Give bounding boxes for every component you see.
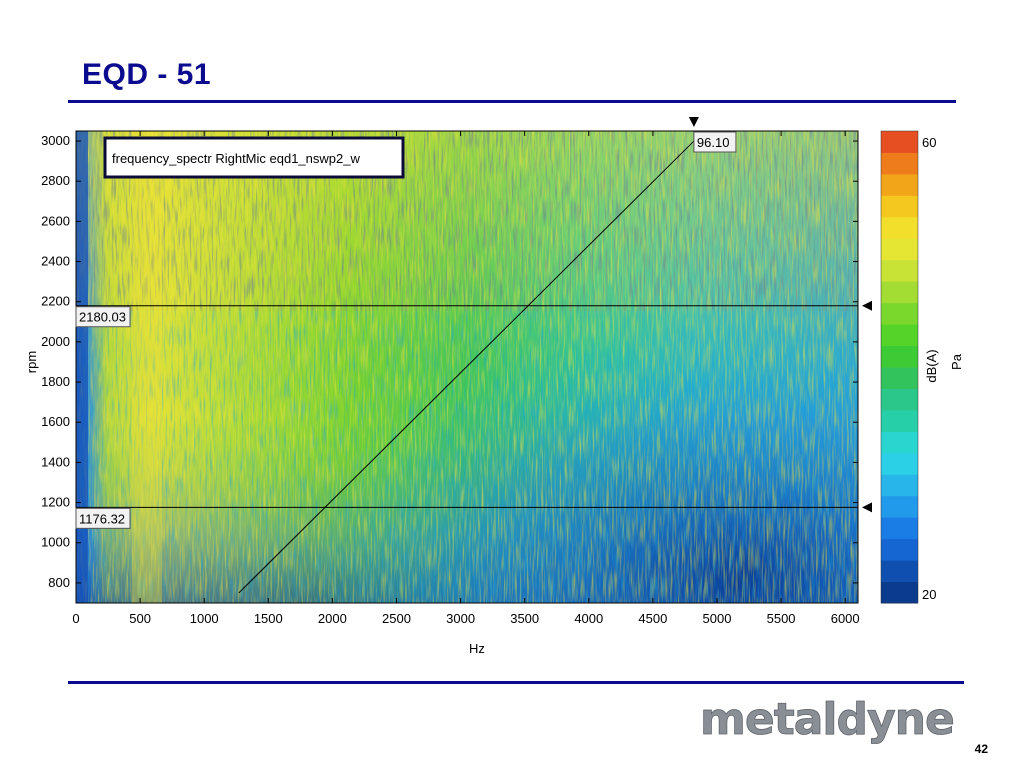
y-tick-label: 1600	[41, 414, 70, 429]
x-tick-label: 6000	[831, 611, 860, 626]
x-tick-label: 3500	[510, 611, 539, 626]
colorbar-segment	[881, 474, 918, 497]
colorbar-segment	[881, 431, 918, 454]
y-tick-label: 2000	[41, 334, 70, 349]
x-tick-label: 2500	[382, 611, 411, 626]
slide-title: EQD - 51	[82, 58, 212, 91]
horizontal-cursors: 2180.03 1176.32	[75, 300, 872, 529]
y-tick-label: 1000	[41, 535, 70, 550]
cursor-value-box	[75, 507, 131, 529]
colorbar-segment	[881, 452, 918, 475]
title-underline	[68, 100, 956, 103]
colorbar-unit-label-2: Pa	[949, 353, 964, 370]
marker-value-box	[693, 131, 737, 153]
colorbar-segment	[881, 238, 918, 261]
legend-box: frequency_spectr RightMic eqd1_nswp2_w	[103, 136, 405, 179]
colorbar	[880, 130, 919, 604]
colorbar-segment	[881, 302, 918, 325]
colorbar-frame	[880, 130, 919, 604]
colorbar-unit-label: dB(A)	[924, 349, 939, 382]
plot-frame	[75, 130, 859, 604]
x-tick-label: 3000	[446, 611, 475, 626]
cursor-value-box	[75, 306, 131, 328]
colorbar-segment	[881, 560, 918, 583]
vertical-cursor-marker[interactable]: 96.10	[688, 117, 737, 153]
colorbar-min-label: 20	[922, 587, 936, 602]
cursor-value-label: 1176.32	[79, 511, 125, 526]
marker-value-label: 96.10	[697, 135, 730, 150]
x-tick-label: 4500	[638, 611, 667, 626]
colorbar-segment	[881, 216, 918, 239]
y-tick-label: 1800	[41, 374, 70, 389]
x-tick-label: 1000	[190, 611, 219, 626]
colorbar-segment	[881, 173, 918, 196]
y-tick-label: 2200	[41, 294, 70, 309]
y-axis-label: rpm	[24, 351, 39, 373]
colorbar-segment	[881, 324, 918, 347]
x-axis: 0 500 1000 1500 2000 2500 3000 3500 4000 4500 5000…	[72, 131, 860, 626]
marker-arrow[interactable]	[688, 117, 699, 127]
x-axis-label: Hz	[469, 641, 485, 656]
cursor-handle-arrow[interactable]	[862, 502, 872, 513]
x-tick-label: 500	[129, 611, 151, 626]
y-tick-label: 3000	[41, 133, 70, 148]
colorbar-segment	[881, 495, 918, 518]
colorbar-segment	[881, 195, 918, 218]
cursor-value-label: 2180.03	[79, 310, 126, 325]
metaldyne-logo: metaldyne	[700, 694, 956, 745]
x-tick-label: 0	[72, 611, 79, 626]
colorbar-segment	[881, 152, 918, 175]
colorbar-segment	[881, 281, 918, 304]
colorbar-segment	[881, 517, 918, 540]
cursor-handle-arrow[interactable]	[862, 300, 872, 311]
colorbar-segment	[881, 131, 918, 153]
colorbar-segment	[881, 388, 918, 411]
order-cursor-line[interactable]	[238, 140, 695, 594]
colorbar-segment	[881, 581, 918, 604]
x-tick-label: 2000	[318, 611, 347, 626]
x-tick-label: 4000	[574, 611, 603, 626]
colorbar-segment	[881, 345, 918, 368]
y-tick-label: 1200	[41, 495, 70, 510]
footer-rule	[68, 681, 964, 684]
x-tick-label: 1500	[254, 611, 283, 626]
y-tick-label: 800	[48, 575, 70, 590]
colorbar-max-label: 60	[922, 135, 936, 150]
y-tick-label: 2600	[41, 213, 70, 228]
page-number: 42	[974, 742, 988, 756]
colorbar-segment	[881, 367, 918, 389]
colorbar-segment	[881, 538, 918, 561]
y-axis: 800 1000 1200 1400 1600 1800 2000 2200 2400 2600 2…	[41, 133, 858, 590]
svg-text:metaldyne: metaldyne	[700, 694, 954, 745]
y-tick-label: 2400	[41, 254, 70, 269]
x-tick-label: 5000	[703, 611, 732, 626]
colorbar-segment	[881, 259, 918, 282]
y-tick-label: 2800	[41, 173, 70, 188]
y-tick-label: 1400	[41, 454, 70, 469]
legend-text: frequency_spectr RightMic eqd1_nswp2_w	[112, 151, 360, 166]
colorbar-segment	[881, 409, 918, 432]
x-tick-label: 5500	[767, 611, 796, 626]
